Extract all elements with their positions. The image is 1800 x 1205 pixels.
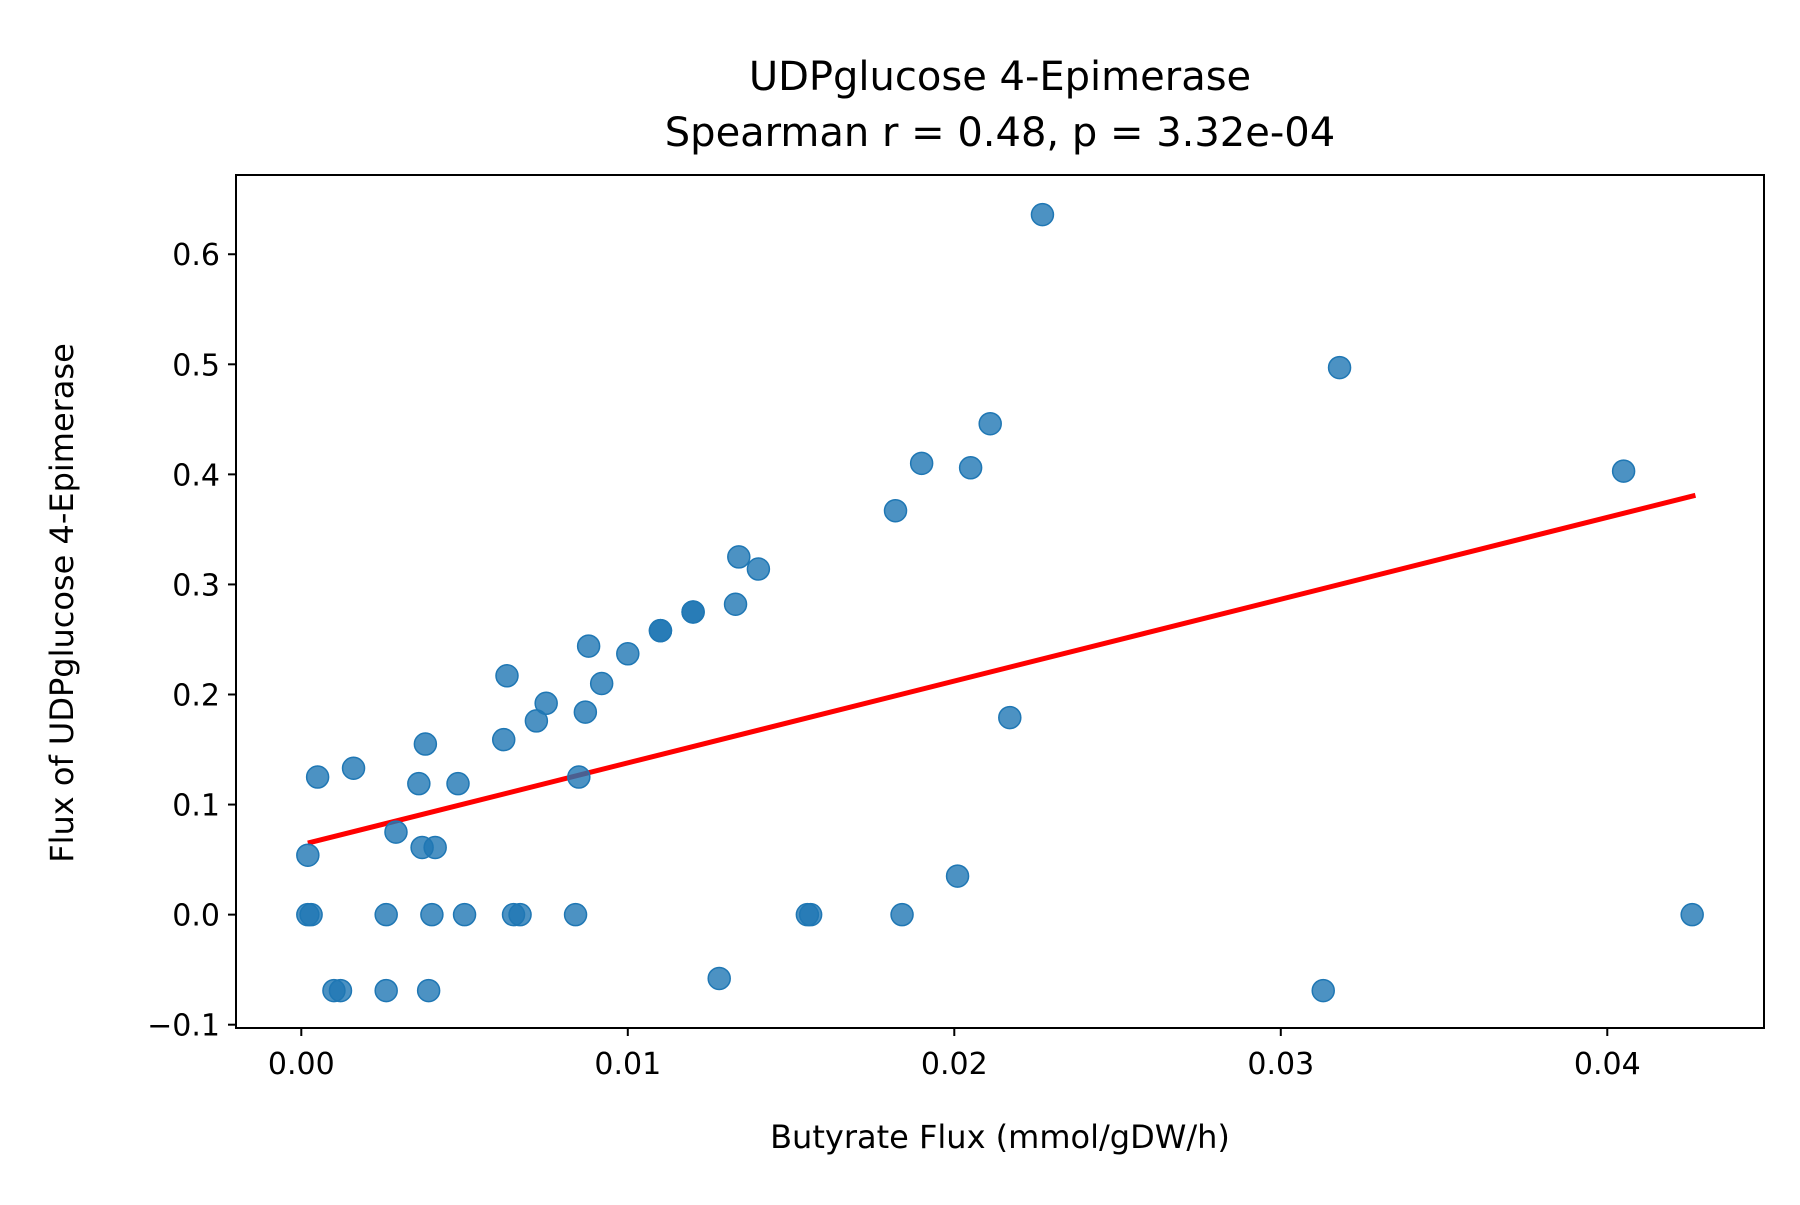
y-tick-label: 0.0 xyxy=(172,899,220,934)
axes-frame xyxy=(235,174,1765,1029)
regression-line-layer xyxy=(307,492,1697,846)
data-point xyxy=(589,671,614,696)
y-tick-label: 0.3 xyxy=(172,568,220,603)
plot-area xyxy=(236,175,1764,1028)
data-point xyxy=(1680,902,1704,927)
x-tick-label: 0.02 xyxy=(921,1047,988,1082)
x-tick-label: 0.00 xyxy=(268,1047,335,1082)
data-point xyxy=(616,642,640,666)
data-point xyxy=(416,978,441,1003)
data-point xyxy=(707,966,731,991)
data-point xyxy=(374,978,398,1003)
data-point xyxy=(909,451,934,476)
y-tick-label: −0.1 xyxy=(147,1009,220,1044)
data-point xyxy=(1311,978,1335,1003)
data-point xyxy=(407,771,431,796)
chart-title: UDPglucose 4-Epimerase xyxy=(749,54,1251,100)
y-tick-label: 0.4 xyxy=(172,458,220,493)
data-point xyxy=(681,600,705,624)
data-point xyxy=(978,411,1002,436)
data-point xyxy=(420,902,444,927)
data-point xyxy=(648,618,673,643)
data-point xyxy=(563,902,588,927)
x-tick-label: 0.03 xyxy=(1247,1047,1314,1082)
data-point xyxy=(727,545,751,569)
data-point xyxy=(746,557,771,581)
data-point xyxy=(798,902,823,927)
y-tick-label: 0.5 xyxy=(172,348,220,383)
data-point xyxy=(998,705,1022,730)
data-point xyxy=(1611,459,1636,483)
data-point xyxy=(374,902,398,927)
data-point xyxy=(452,902,477,927)
data-point xyxy=(328,978,353,1003)
x-tick-label: 0.04 xyxy=(1574,1047,1641,1082)
y-tick-label: 0.1 xyxy=(172,789,220,824)
data-point xyxy=(1030,202,1055,227)
y-tick-label: 0.2 xyxy=(172,679,220,714)
data-point xyxy=(890,902,914,927)
data-points xyxy=(296,202,1704,1003)
data-point xyxy=(446,771,470,796)
data-point xyxy=(423,835,447,860)
data-point xyxy=(567,765,591,789)
y-tick-label: 0.6 xyxy=(172,238,220,273)
x-axis-label: Butyrate Flux (mmol/gDW/h) xyxy=(770,1118,1230,1156)
data-point xyxy=(495,664,519,688)
data-point xyxy=(341,756,366,780)
data-point xyxy=(573,700,598,724)
data-point xyxy=(534,691,558,716)
data-point xyxy=(491,727,516,752)
data-point xyxy=(576,634,601,658)
regression-line xyxy=(307,492,1697,846)
axes: 0.00 0.01 0.02 0.03 0.04 −0.1 0.0 0.1 0.2 0.3 0.4 0… xyxy=(147,174,1765,1082)
data-point xyxy=(524,709,549,733)
data-point xyxy=(413,732,438,756)
chart-subtitle: Spearman r = 0.48, p = 3.32e-04 xyxy=(665,110,1335,156)
x-tick-label: 0.01 xyxy=(594,1047,661,1082)
data-point xyxy=(384,820,408,844)
data-point xyxy=(945,864,970,888)
plot-background xyxy=(236,175,1764,1028)
data-point xyxy=(1327,355,1352,380)
data-point xyxy=(723,592,748,617)
data-point xyxy=(508,902,532,927)
data-point xyxy=(883,498,908,523)
data-point xyxy=(296,843,320,867)
data-point xyxy=(958,456,983,480)
data-point xyxy=(305,765,330,789)
y-axis-label: Flux of UDPglucose 4-Epimerase xyxy=(43,343,81,863)
data-point xyxy=(299,902,323,927)
